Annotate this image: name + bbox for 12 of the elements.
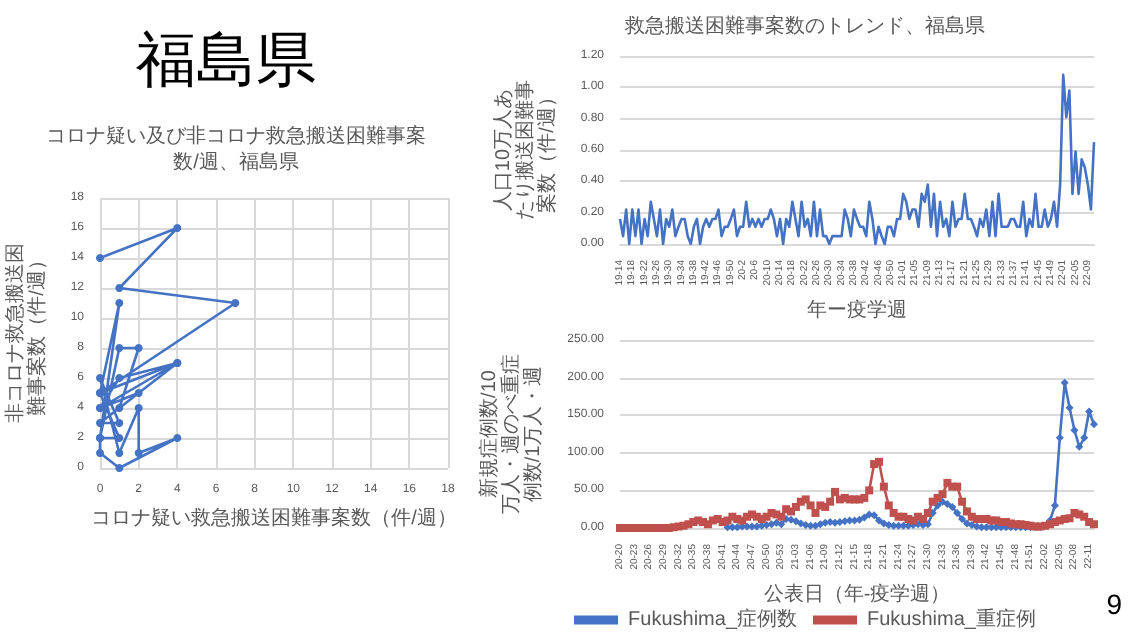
text: 福島県 [136,26,316,98]
y-axis-title: 人口10万人あたり搬送困難事案数（件/週） [492,80,559,220]
x-axis-title: 公表日（年-疫学週） [763,582,951,607]
x-axis-title: コロナ疑い救急搬送困難事案数（件/週） [91,506,457,530]
legend-label: Fukushima_重症例 [867,607,1036,631]
x-axis-title: 年ー疫学週 [807,298,907,323]
y-axis-title: 非コロナ救急搬送困難事案数（件/週） [2,243,49,423]
text: 9 [1106,588,1122,620]
chart-title: 救急搬送困難事案数のトレンド、福島県 [623,14,985,38]
y-axis-title: 新規症例数/10万人・週のべ重症例数/1万人・週 [477,354,546,514]
legend-label: Fukushima_症例数 [628,607,797,631]
chart-title: コロナ疑い及び非コロナ救急搬送困難事案数/週、福島県 [46,124,426,174]
